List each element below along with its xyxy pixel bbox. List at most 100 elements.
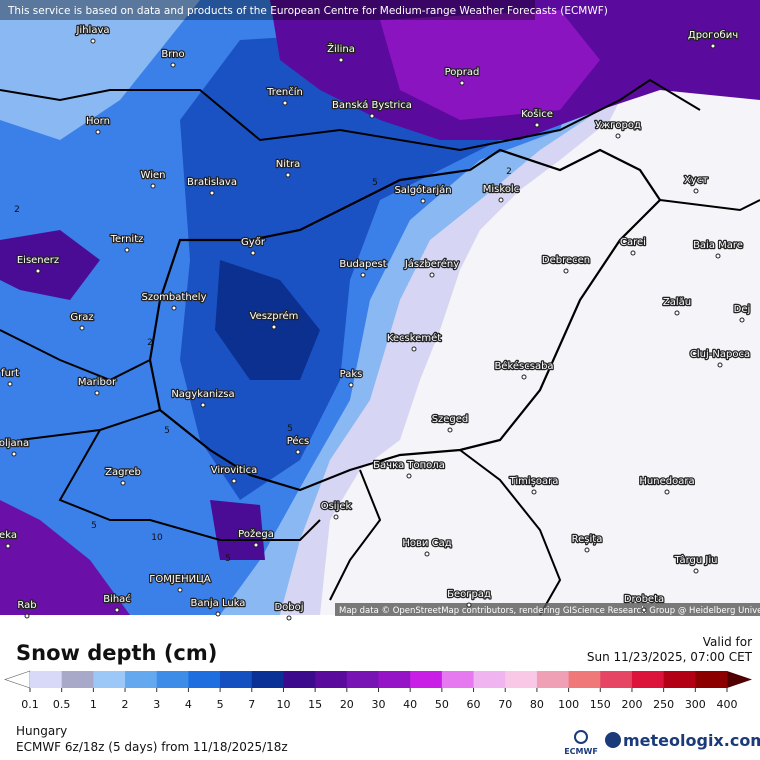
city-label: Eisenerz <box>17 255 59 266</box>
city-dot <box>534 122 540 128</box>
city-label: Wien <box>141 170 166 181</box>
tick-label: 2 <box>122 698 129 711</box>
tick-label: 300 <box>685 698 706 711</box>
city-label: Jihlava <box>75 25 109 36</box>
city-dot <box>250 250 256 256</box>
city-label: Jászberény <box>404 258 459 270</box>
tick-label: 10 <box>276 698 290 711</box>
city-dot <box>615 133 621 139</box>
notice-bg <box>0 0 535 20</box>
city-label: Graz <box>70 312 93 323</box>
legend-bin <box>536 671 570 688</box>
city-label: Timișoara <box>509 476 559 487</box>
city-label: Zagreb <box>105 467 141 478</box>
city-dot <box>5 543 11 549</box>
snow-zone <box>380 10 600 120</box>
city-label: Trenčín <box>266 86 303 98</box>
city-label: Reșița <box>572 534 603 545</box>
city-label: Kecskemét <box>387 332 441 344</box>
city-dot <box>584 547 590 553</box>
city-label: Žilina <box>327 42 355 55</box>
city-dot <box>24 613 30 619</box>
city-label: Szombathely <box>141 292 206 303</box>
tick-label: 0.1 <box>21 698 39 711</box>
contour-label: 5 <box>164 426 170 436</box>
city-label: Maribor <box>78 377 117 388</box>
contour-label: 5 <box>225 554 231 564</box>
legend-bin <box>441 671 475 688</box>
city-dot <box>498 197 504 203</box>
tick-label: 40 <box>403 698 417 711</box>
attribution: Map data © OpenStreetMap contributors, r… <box>339 606 760 616</box>
city-dot <box>170 62 176 68</box>
legend-bin <box>30 671 63 688</box>
legend-bin <box>410 671 443 688</box>
city-dot <box>286 615 292 621</box>
city-dot <box>177 587 183 593</box>
contour-label: 10 <box>151 533 163 543</box>
city-label: Rab <box>17 600 36 611</box>
city-label: Zalău <box>663 297 691 308</box>
legend-bin <box>473 671 506 688</box>
model-run: ECMWF 6z/18z (5 days) from 11/18/2025/18… <box>16 740 288 754</box>
city-label: Bratislava <box>187 177 237 188</box>
city-dot <box>295 449 301 455</box>
city-dot <box>333 514 339 520</box>
city-dot <box>124 247 130 253</box>
city-dot <box>674 310 680 316</box>
city-dot <box>271 324 277 330</box>
city-dot <box>231 478 237 484</box>
city-label: Osijek <box>321 501 352 512</box>
legend-bin <box>568 671 601 688</box>
city-label: Нови Сад <box>402 538 451 549</box>
legend-bin <box>156 671 189 688</box>
city-dot <box>90 38 96 44</box>
tick-label: 60 <box>467 698 481 711</box>
legend-bin <box>188 671 221 688</box>
valid-label: Valid for <box>703 635 752 649</box>
snow-zone <box>0 500 130 615</box>
city-label: Virovitica <box>211 465 257 476</box>
snow-zone <box>215 260 320 380</box>
city-dot <box>35 268 41 274</box>
city-dot <box>95 129 101 135</box>
city-label: Paks <box>340 369 363 380</box>
under-arrow <box>4 670 31 689</box>
city-label: Pécs <box>287 435 310 447</box>
tick-label: 250 <box>653 698 674 711</box>
city-dot <box>466 602 472 608</box>
city-label: Drobeta <box>624 594 664 605</box>
city-label: Nitra <box>276 159 300 170</box>
contour-label: 5 <box>372 178 378 188</box>
legend-bin <box>600 671 633 688</box>
tick-label: 30 <box>372 698 386 711</box>
city-label: Дрогобич <box>688 30 738 41</box>
city-dot <box>717 362 723 368</box>
tick-label: 3 <box>153 698 160 711</box>
city-dot <box>710 43 716 49</box>
city-dot <box>521 374 527 380</box>
meteologix-logo: meteologix.com <box>623 731 760 750</box>
city-dot <box>630 250 636 256</box>
city-label: Београд <box>447 589 491 600</box>
snow-zone <box>210 500 265 560</box>
city-dot <box>338 57 344 63</box>
city-dot <box>693 188 699 194</box>
legend-bin <box>283 671 316 688</box>
city-dot <box>285 172 291 178</box>
legend-bin <box>315 671 348 688</box>
tick-label: 15 <box>308 698 322 711</box>
city-label: eka <box>0 530 17 541</box>
legend-bin <box>251 671 284 688</box>
city-dot <box>406 473 412 479</box>
city-label: Ужгород <box>595 120 641 131</box>
city-label: Carei <box>620 237 646 248</box>
ecmwf-icon <box>574 730 588 744</box>
city-dot <box>739 317 745 323</box>
contour-label: 2 <box>14 205 20 215</box>
legend-bin <box>663 671 696 688</box>
tick-label: 400 <box>717 698 738 711</box>
city-dot <box>424 551 430 557</box>
city-label: Târgu Jiu <box>674 554 718 566</box>
